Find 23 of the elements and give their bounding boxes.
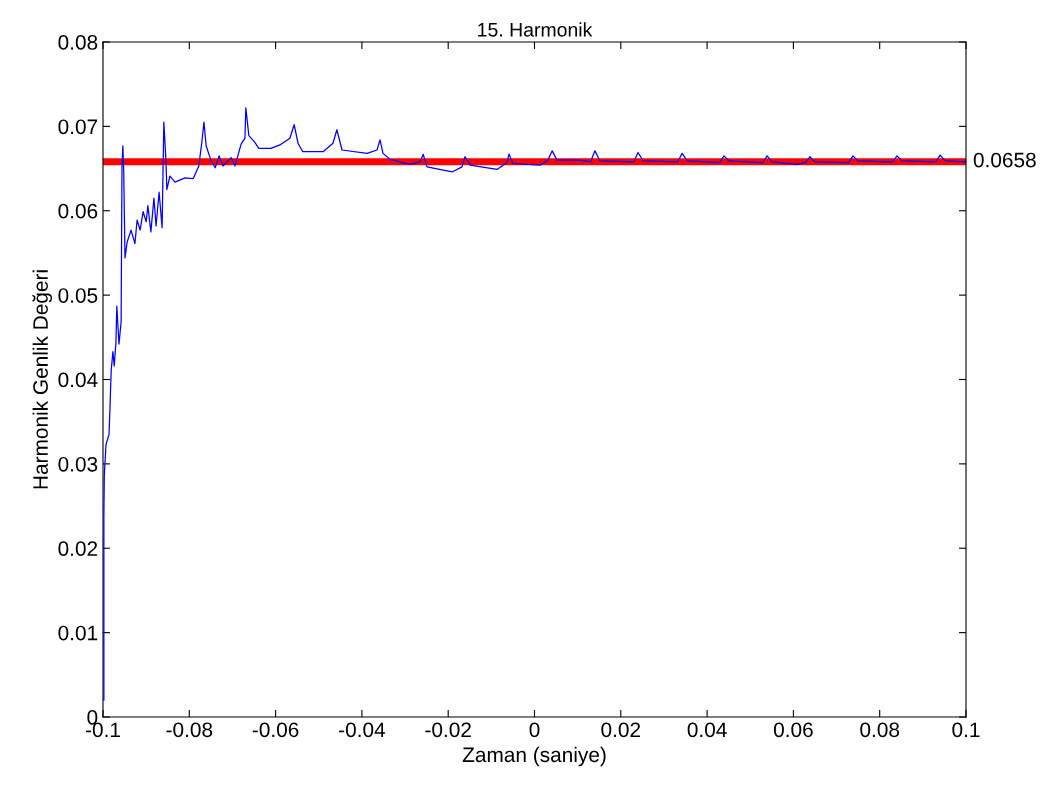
x-tick-label: -0.08 bbox=[166, 722, 213, 738]
x-tick-label: -0.02 bbox=[425, 722, 471, 738]
x-tick-label: 0 bbox=[529, 722, 540, 738]
line-series bbox=[103, 107, 967, 701]
y-tick-label: 0.06 bbox=[58, 203, 98, 219]
y-tick-label: 0.07 bbox=[58, 119, 98, 135]
x-tick-label: -0.06 bbox=[252, 722, 299, 738]
y-tick-label: 0.02 bbox=[58, 541, 98, 556]
x-tick-label: 0.02 bbox=[601, 722, 641, 738]
x-tick-label: 0.08 bbox=[860, 722, 900, 738]
y-tick-label: 0.08 bbox=[58, 35, 98, 50]
y-tick-label: 0.01 bbox=[58, 625, 98, 641]
x-tick-label: 0.06 bbox=[773, 722, 813, 738]
y-tick-label: 0.03 bbox=[58, 456, 98, 472]
y-tick-label: 0.04 bbox=[58, 372, 98, 388]
y-axis-title: Harmonik Genlik Değeri bbox=[32, 270, 53, 489]
x-axis-title: Zaman (saniye) bbox=[462, 746, 606, 767]
chart-title: 15. Harmonik bbox=[478, 22, 593, 37]
y-tick-label: 0.05 bbox=[58, 288, 98, 303]
x-tick-label: -0.04 bbox=[339, 722, 386, 738]
x-tick-label: 0.1 bbox=[952, 722, 980, 738]
x-tick-label: 0.04 bbox=[687, 722, 727, 738]
ref-line-label: 0.0658 bbox=[973, 152, 1036, 168]
